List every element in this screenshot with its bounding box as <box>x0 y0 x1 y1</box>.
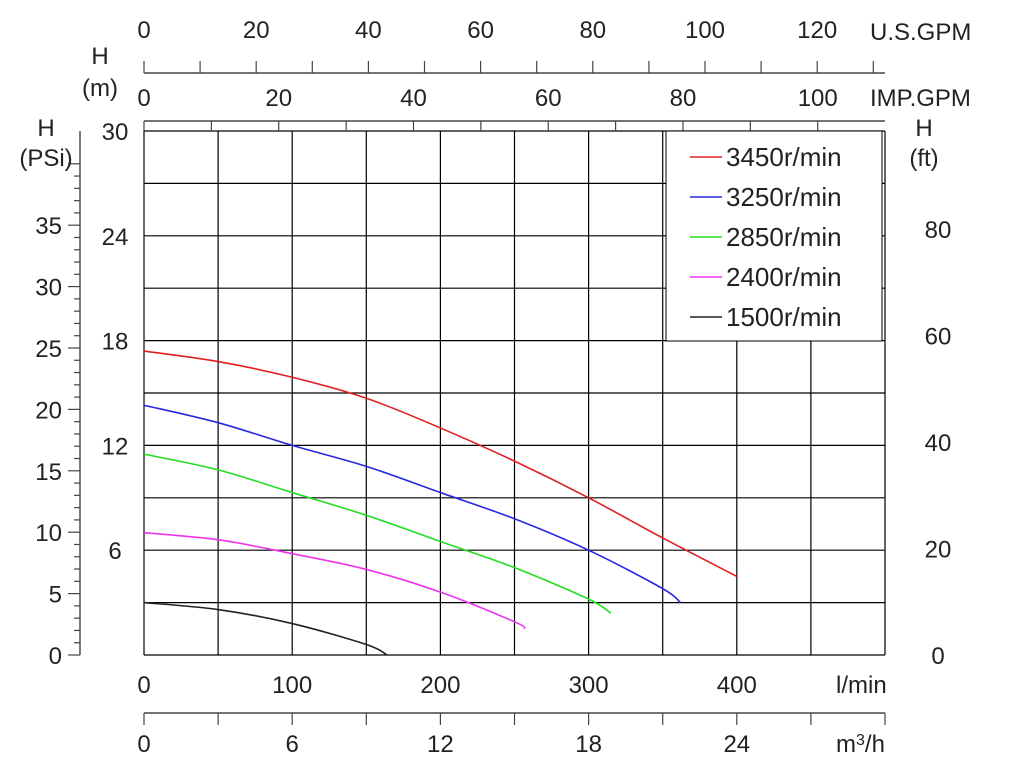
x-tick-label-impgpm: 60 <box>535 85 562 112</box>
x-tick-label-impgpm: 0 <box>137 85 150 112</box>
legend-box <box>665 130 883 342</box>
x-tick-label-impgpm: 40 <box>400 85 427 112</box>
m3h-superscript: 3 <box>856 732 865 749</box>
y-tick-label-ft: 60 <box>925 324 952 351</box>
x-tick-label-m3h: 12 <box>427 731 454 758</box>
pump-curves <box>143 350 738 656</box>
y-tick-label-psi: 10 <box>35 520 62 547</box>
legend: 3450r/min 3250r/min 2850r/min 2400r/min 1500… <box>665 130 883 342</box>
x-tick-label-usgpm: 60 <box>467 17 494 44</box>
h-ft-label-line2: (ft) <box>909 145 938 172</box>
impgpm-axis-label: IMP.GPM <box>870 85 971 112</box>
y-tick-label-ft: 80 <box>925 217 952 244</box>
h-psi-label-line1: H <box>37 115 54 142</box>
y-tick-label-psi: 35 <box>35 213 62 240</box>
x-tick-label-lmin: 0 <box>137 672 150 699</box>
x-tick-label-m3h: 6 <box>286 731 299 758</box>
usgpm-axis-label: U.S.GPM <box>870 19 971 46</box>
x-tick-label-usgpm: 80 <box>579 17 606 44</box>
x-tick-label-lmin: 400 <box>717 672 757 699</box>
y-tick-label-m: 24 <box>102 224 129 251</box>
legend-label-2400r/min: 2400r/min <box>726 262 842 292</box>
y-tick-label-psi: 30 <box>35 275 62 302</box>
legend-label-1500r/min: 1500r/min <box>726 302 842 332</box>
y-tick-label-m: 12 <box>102 433 129 460</box>
y-tick-label-m: 18 <box>102 329 129 356</box>
x-tick-label-usgpm: 0 <box>137 17 150 44</box>
x-tick-label-usgpm: 100 <box>685 17 725 44</box>
x-tick-label-m3h: 18 <box>575 731 602 758</box>
h-m-label-line2: (m) <box>82 75 118 102</box>
x-tick-label-usgpm: 120 <box>797 17 837 44</box>
curve-3250r/min <box>143 404 682 604</box>
y-tick-label-ft: 20 <box>925 537 952 564</box>
x-tick-label-impgpm: 20 <box>265 85 292 112</box>
legend-label-3250r/min: 3250r/min <box>726 182 842 212</box>
legend-label-2850r/min: 2850r/min <box>726 222 842 252</box>
curve-2850r/min <box>143 453 612 614</box>
curve-3450r/min <box>143 350 738 578</box>
x-tick-label-lmin: 100 <box>272 672 312 699</box>
h-psi-label-line2: (PSi) <box>19 145 72 172</box>
curve-1500r/min <box>143 601 388 656</box>
x-tick-label-impgpm: 80 <box>670 85 697 112</box>
legend-label-3450r/min: 3450r/min <box>726 142 842 172</box>
x-tick-label-usgpm: 20 <box>243 17 270 44</box>
y-tick-label-psi: 5 <box>49 582 62 609</box>
x-tick-label-m3h: 0 <box>137 731 150 758</box>
y-tick-label-ft: 40 <box>925 430 952 457</box>
x-tick-label-usgpm: 40 <box>355 17 382 44</box>
y-tick-label-m: 30 <box>102 119 129 146</box>
y-tick-label-ft: 0 <box>931 643 944 670</box>
y-tick-label-psi: 25 <box>35 336 62 363</box>
lmin-axis-label: l/min <box>836 672 887 699</box>
y-tick-label-psi: 15 <box>35 459 62 486</box>
x-tick-label-lmin: 300 <box>569 672 609 699</box>
x-tick-label-impgpm: 100 <box>798 85 838 112</box>
x-tick-label-lmin: 200 <box>420 672 460 699</box>
y-tick-label-psi: 20 <box>35 397 62 424</box>
x-tick-label-m3h: 24 <box>723 731 750 758</box>
y-tick-label-m: 6 <box>108 538 121 565</box>
y-tick-label-psi: 0 <box>49 643 62 670</box>
curve-2400r/min <box>143 531 526 630</box>
m3h-per-hour: /h <box>865 731 885 758</box>
h-m-label-line1: H <box>91 43 108 70</box>
h-ft-label-line1: H <box>915 115 932 142</box>
